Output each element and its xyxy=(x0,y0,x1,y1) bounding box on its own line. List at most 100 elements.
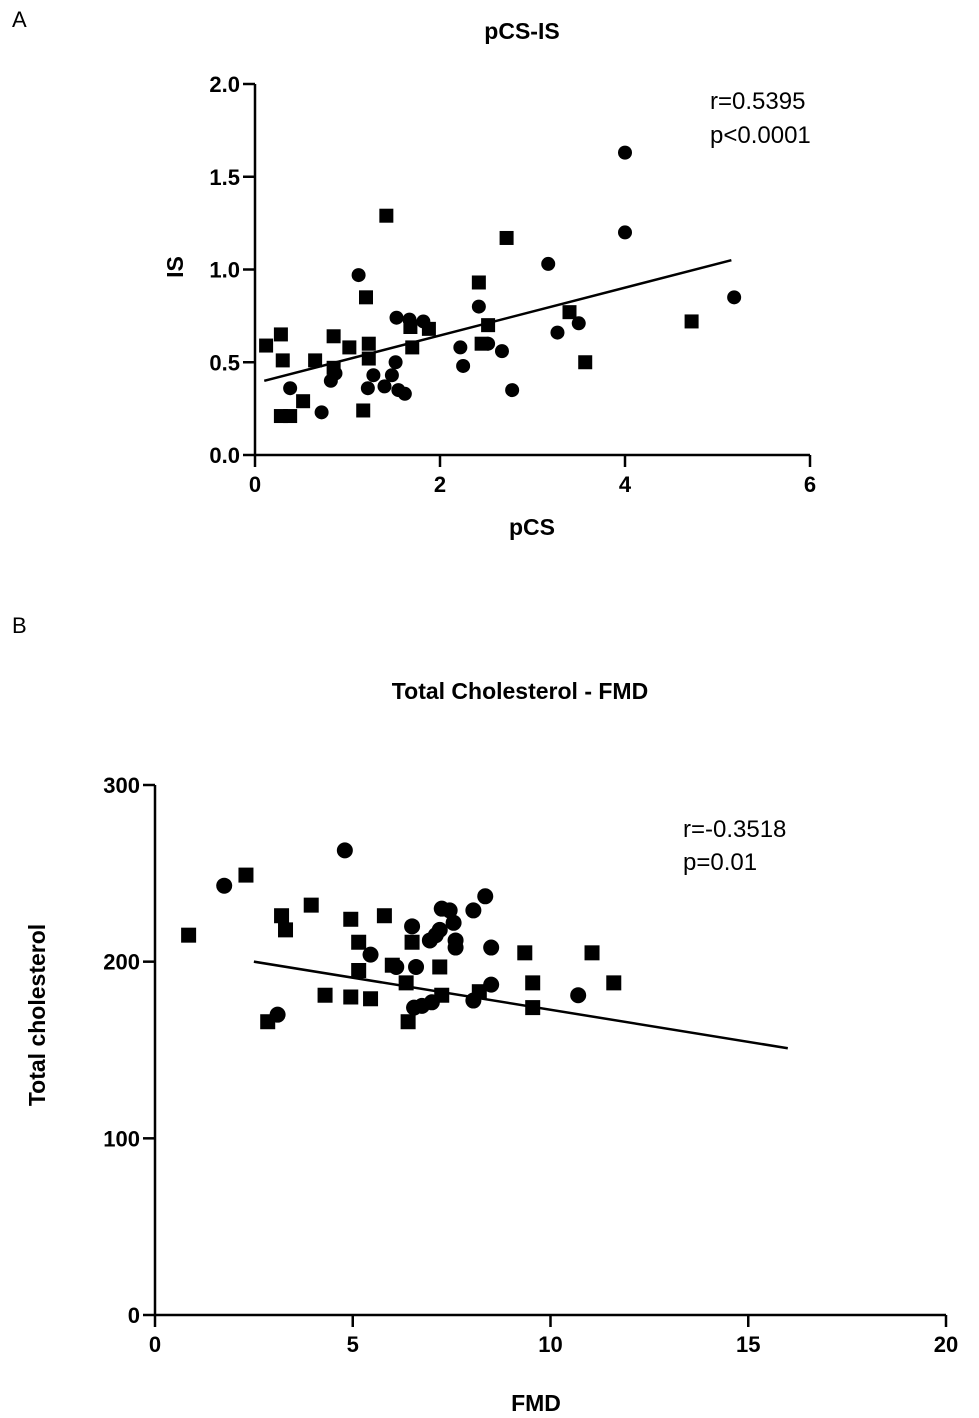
chart-b-circle-point xyxy=(465,902,482,919)
chart-b-y-axis-label: Total cholesterol xyxy=(24,924,50,1106)
chart-a-circle-point xyxy=(402,312,417,327)
chart-a-circle-point xyxy=(388,355,403,370)
chart-b-x-tick-label: 15 xyxy=(736,1332,760,1357)
chart-a-square-point xyxy=(471,275,486,290)
chart-a-circle-point xyxy=(618,225,632,240)
chart-a-x-tick-label: 4 xyxy=(619,472,632,497)
chart-b-circle-point xyxy=(465,992,482,1009)
chart-b-x-axis-label: FMD xyxy=(511,1390,561,1416)
chart-a-circle-point xyxy=(571,316,586,331)
chart-b-circle-point xyxy=(445,914,462,931)
chart-b-square-point xyxy=(525,1000,541,1016)
chart-a-circle-point xyxy=(397,386,412,401)
chart-b-square-point xyxy=(398,975,414,991)
chart-a-circle-point xyxy=(384,368,399,383)
chart-b-circle-point xyxy=(441,902,458,919)
chart-b-square-point xyxy=(525,975,541,991)
chart-b-x-tick-label: 20 xyxy=(934,1332,958,1357)
chart-b-circle-point xyxy=(362,946,379,963)
chart-a-circle-point xyxy=(456,358,471,373)
chart-a-circle-point xyxy=(416,314,431,329)
chart-a-square-point xyxy=(273,327,288,342)
chart-a-square-point xyxy=(296,394,311,409)
chart-a-square-point xyxy=(361,351,376,366)
chart-a-circle-point xyxy=(453,340,468,355)
chart-a-y-tick-label: 1.5 xyxy=(209,165,240,190)
chart-a-circle-point xyxy=(389,310,404,325)
chart-b-square-point xyxy=(343,989,359,1005)
chart-b-square-point xyxy=(343,911,359,927)
chart-a-circle-point xyxy=(351,268,366,283)
chart-a-circle-point xyxy=(550,325,565,340)
chart-a-square-point xyxy=(361,336,376,351)
chart-b-square-point xyxy=(351,963,367,978)
chart-a-circle-point xyxy=(541,256,556,271)
chart-a-r-value: r=0.5395 xyxy=(710,88,805,115)
chart-a-plot-area: 0.0 0.5 1.0 1.5 2.0 0 2 4 6 xyxy=(209,72,816,497)
chart-a-square-point xyxy=(326,329,341,344)
chart-a-square-point xyxy=(405,340,420,355)
chart-a-square-point xyxy=(379,208,394,223)
chart-b-circle-point xyxy=(269,1006,286,1023)
chart-b-x-tick-label: 0 xyxy=(149,1332,161,1357)
chart-b-circle-point xyxy=(216,877,233,894)
panel-letter-a: A xyxy=(12,7,27,32)
chart-a-square-point xyxy=(578,355,593,370)
chart-b-square-point xyxy=(278,922,294,938)
chart-a-square-point xyxy=(308,353,323,368)
chart-b-circle-point xyxy=(423,994,440,1011)
chart-a-square-point xyxy=(359,290,373,305)
chart-a-circle-point xyxy=(494,344,509,359)
chart-a-circle-point xyxy=(471,299,486,314)
chart-a-square-point xyxy=(499,230,514,245)
chart-b-circle-point xyxy=(570,987,587,1004)
chart-b-square-point xyxy=(303,897,319,913)
chart-b-y-tick-label: 300 xyxy=(103,773,140,798)
chart-a-y-axis-label: IS xyxy=(162,256,188,278)
chart-a-x-tick-label: 2 xyxy=(434,472,446,497)
chart-a-circle-point xyxy=(377,379,392,394)
chart-a-circle-point xyxy=(481,336,496,351)
chart-a-square-point xyxy=(342,340,357,355)
chart-a-circle-point xyxy=(314,405,329,420)
chart-b-square-point xyxy=(606,975,622,991)
chart-b-y-tick-label: 100 xyxy=(103,1126,140,1151)
chart-b-square-point xyxy=(584,945,600,961)
chart-a-title: pCS-IS xyxy=(484,18,559,44)
chart-b-title: Total Cholesterol - FMD xyxy=(392,678,648,704)
chart-a-circle-point xyxy=(360,381,375,396)
chart-b-square-point xyxy=(517,945,533,961)
chart-b-y-tick-label: 0 xyxy=(128,1303,140,1328)
chart-b-r-value: r=-0.3518 xyxy=(683,816,786,843)
chart-b-circle-point xyxy=(336,842,353,859)
chart-b-square-point xyxy=(363,991,379,1007)
chart-b-y-tick-label: 200 xyxy=(103,950,140,975)
chart-a-circle-point xyxy=(727,290,742,305)
chart-b-square-point xyxy=(400,1014,416,1030)
chart-a-square-point xyxy=(684,314,699,329)
chart-a-square-point xyxy=(356,403,371,418)
chart-a-x-tick-label: 0 xyxy=(249,472,261,497)
chart-b-plot-area: 0 100 200 300 0 5 10 15 20 xyxy=(103,773,958,1357)
chart-a-y-tick-label: 1.0 xyxy=(209,258,240,283)
panel-b: B Total Cholesterol - FMD FMD Total chol… xyxy=(12,613,958,1416)
chart-b-circle-point xyxy=(483,939,500,956)
chart-a-x-axis-label: pCS xyxy=(509,514,555,540)
panel-a: A pCS-IS pCS IS r=0.5395 p<0.0001 0.0 0.5… xyxy=(12,7,816,540)
chart-b-circle-point xyxy=(447,939,464,956)
chart-b-square-point xyxy=(317,987,333,1003)
chart-a-square-point xyxy=(481,318,496,333)
chart-b-x-tick-label: 5 xyxy=(347,1332,359,1357)
chart-a-y-tick-label: 0.5 xyxy=(209,350,240,375)
chart-a-circle-point xyxy=(328,366,343,381)
chart-a-y-tick-label: 0.0 xyxy=(209,443,240,468)
chart-b-circle-point xyxy=(404,918,421,935)
chart-b-p-value: p=0.01 xyxy=(683,849,757,876)
chart-a-regression-line xyxy=(263,259,732,383)
chart-a-circle-point xyxy=(505,383,520,398)
chart-b-regression-line xyxy=(253,960,789,1050)
chart-b-square-point xyxy=(238,867,254,883)
chart-b-circle-point xyxy=(477,888,494,905)
chart-a-circle-point xyxy=(366,368,381,383)
chart-b-square-point xyxy=(432,959,448,975)
